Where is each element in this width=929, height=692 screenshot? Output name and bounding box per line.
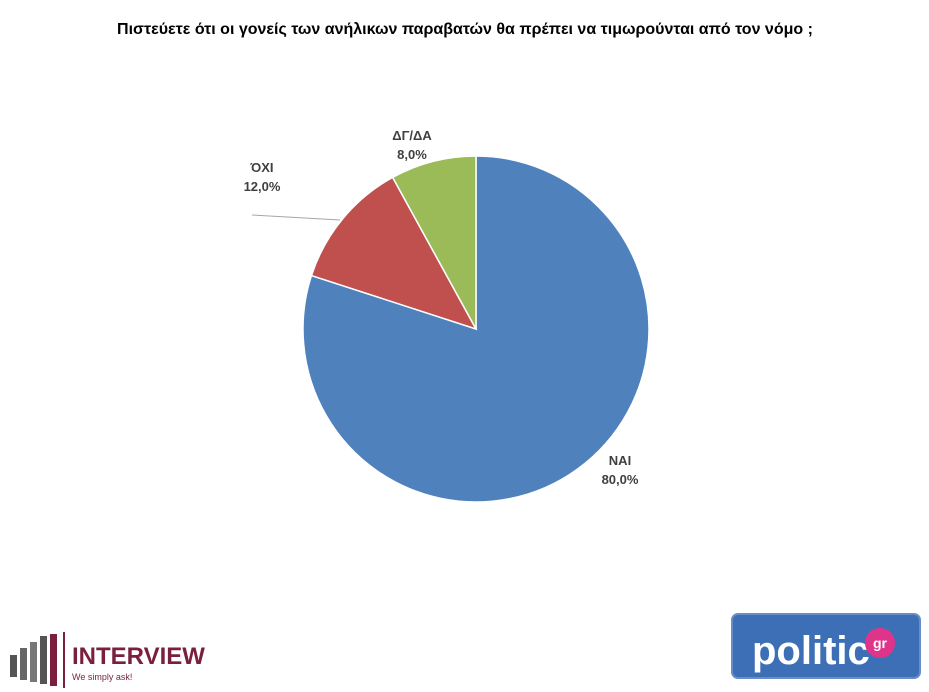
chart-title: Πιστεύετε ότι οι γονείς των ανήλικων παρ… bbox=[117, 21, 813, 38]
slice-value-label: 12,0% bbox=[244, 179, 281, 194]
interview-tagline: We simply ask! bbox=[72, 672, 132, 682]
slice-value-label: 80,0% bbox=[602, 472, 639, 487]
leader-line bbox=[251, 214, 341, 221]
politic-logo: politic gr bbox=[731, 613, 921, 679]
interview-logo: INTERVIEW We simply ask! bbox=[10, 632, 205, 688]
slice-label: ΝΑΙ bbox=[609, 453, 631, 468]
slice-label: ΔΓ/ΔΑ bbox=[392, 128, 432, 143]
politic-suffix: gr bbox=[873, 635, 888, 651]
pie-slice bbox=[310, 176, 478, 331]
interview-text: INTERVIEW bbox=[72, 643, 205, 670]
slice-value-label: 8,0% bbox=[397, 147, 427, 162]
politic-text: politic bbox=[752, 629, 870, 673]
pie-slice bbox=[391, 155, 477, 330]
slice-label: ΌΧΙ bbox=[249, 160, 273, 175]
